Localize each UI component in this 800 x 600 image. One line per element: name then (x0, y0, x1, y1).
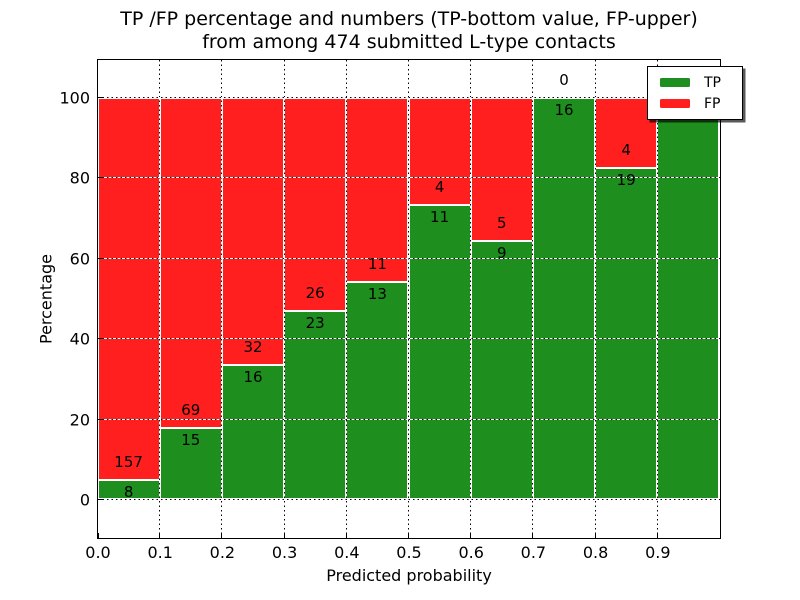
bar-fp-count-label: 4 (434, 177, 445, 196)
legend-label-fp: FP (704, 95, 721, 112)
gridline-horizontal (97, 177, 720, 179)
x-tick-mark (221, 532, 223, 538)
y-tick-mark (97, 498, 103, 500)
bar-fp-segment (284, 97, 347, 311)
bar-tp-segment (532, 97, 596, 500)
bar-tp-segment (159, 427, 222, 500)
gridline-vertical (283, 59, 285, 538)
x-tick-label: 0.8 (582, 543, 609, 562)
gridline-horizontal (97, 498, 720, 500)
bar-tp-segment (284, 310, 347, 500)
x-tick-label: 0.0 (85, 543, 111, 562)
bar-tp-count-label: 23 (305, 313, 325, 332)
x-tick-label: 0.3 (271, 543, 298, 562)
y-tick-mark (97, 257, 103, 259)
bar-fp-segment (346, 97, 409, 282)
y-tick-mark (97, 338, 103, 340)
bar-tp-count-label: 13 (367, 284, 387, 303)
bar-fp-segment (159, 97, 222, 428)
y-tick-label: 100 (59, 88, 90, 108)
gridline-horizontal (97, 97, 720, 99)
y-tick-label: 60 (69, 249, 90, 269)
bar-fp-count-label: 26 (305, 283, 325, 302)
y-tick-mark (97, 97, 103, 99)
x-tick-label: 0.4 (334, 543, 360, 562)
legend: TP FP (647, 66, 743, 120)
legend-item-fp: FP (658, 93, 730, 114)
bar-tp-segment (595, 167, 658, 500)
bar-fp-segment (97, 97, 160, 480)
gridline-horizontal (97, 418, 720, 420)
x-tick-mark (345, 532, 347, 538)
chart-title: TP /FP percentage and numbers (TP-bottom… (98, 8, 720, 54)
gridline-vertical (221, 59, 223, 538)
y-tick-mark (97, 418, 103, 420)
bar-tp-count-label: 11 (430, 207, 450, 226)
bar-tp-count-label: 19 (616, 170, 636, 189)
legend-swatch-tp-icon (660, 78, 690, 87)
bar-tp-segment (657, 97, 720, 500)
x-tick-mark (97, 532, 99, 538)
y-tick-mark (97, 177, 103, 179)
bar-fp-count-label: 11 (367, 254, 387, 273)
x-tick-label: 0.9 (645, 543, 671, 562)
bar-fp-count-label: 0 (559, 70, 569, 89)
gridline-vertical (470, 59, 472, 538)
bar-tp-count-label: 16 (243, 368, 263, 387)
gridline-vertical (345, 59, 347, 538)
gridline-horizontal (97, 257, 720, 259)
bar-fp-segment (595, 97, 658, 168)
y-tick-label: 20 (69, 410, 90, 429)
bar-tp-segment (408, 204, 471, 500)
bar-fp-count-label: 5 (497, 214, 507, 233)
bar-tp-count-label: 16 (554, 100, 574, 119)
legend-item-tp: TP (658, 72, 730, 93)
x-tick-label: 0.2 (209, 543, 236, 562)
x-tick-label: 0.5 (396, 543, 422, 562)
y-tick-label: 80 (69, 168, 90, 188)
x-tick-label: 0.1 (147, 543, 173, 562)
bar-fp-count-label: 69 (181, 400, 201, 419)
x-tick-mark (159, 532, 161, 538)
bar-fp-count-label: 32 (243, 338, 263, 357)
y-tick-label: 40 (69, 329, 90, 349)
gridline-vertical (532, 59, 534, 538)
x-tick-mark (532, 532, 534, 538)
x-tick-mark (470, 532, 472, 538)
y-tick-label: 0 (79, 490, 90, 510)
x-tick-mark (594, 532, 596, 538)
bar-fp-segment (470, 97, 533, 242)
x-tick-label: 0.7 (520, 543, 547, 562)
plot-area: 1578691532162623111341159016419036 (96, 58, 721, 539)
gridline-vertical (656, 59, 658, 538)
x-tick-mark (656, 532, 658, 538)
bar-fp-count-label: 157 (114, 452, 143, 471)
gridline-horizontal (97, 338, 720, 340)
bar-tp-count-label: 9 (497, 244, 507, 263)
bar-tp-count-label: 8 (123, 482, 134, 501)
bar-tp-segment (346, 281, 409, 500)
x-tick-mark (283, 532, 285, 538)
chart-title-line1: TP /FP percentage and numbers (TP-bottom… (120, 8, 698, 30)
bar-fp-count-label: 4 (621, 140, 631, 159)
x-axis-label: Predicted probability (326, 566, 492, 585)
bar-fp-segment (408, 97, 471, 205)
gridline-vertical (159, 59, 161, 538)
bar-fp-segment (221, 97, 285, 366)
legend-swatch-fp-icon (660, 99, 690, 108)
x-tick-label: 0.6 (458, 543, 484, 562)
chart-title-line2: from among 474 submitted L-type contacts (202, 31, 616, 53)
bar-tp-count-label: 15 (181, 430, 201, 449)
x-tick-mark (408, 532, 409, 538)
gridline-vertical (408, 59, 409, 538)
gridline-vertical (594, 59, 596, 538)
legend-label-tp: TP (704, 74, 721, 91)
bar-tp-segment (470, 241, 533, 500)
bar-tp-segment (97, 479, 160, 500)
